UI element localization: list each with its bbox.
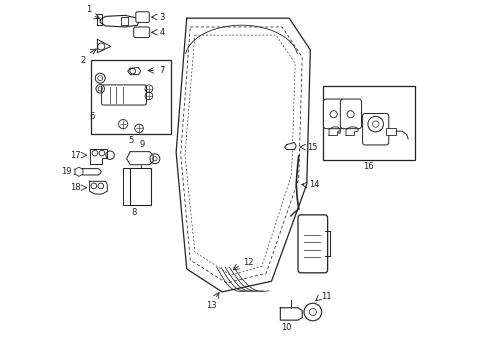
Bar	[122, 17, 128, 24]
Text: 18: 18	[70, 183, 81, 192]
Text: 1: 1	[86, 5, 92, 14]
Text: 15: 15	[307, 143, 318, 152]
Text: 13: 13	[206, 301, 217, 310]
Polygon shape	[280, 308, 302, 320]
Polygon shape	[127, 152, 153, 165]
FancyBboxPatch shape	[323, 99, 344, 129]
Polygon shape	[98, 39, 111, 53]
FancyBboxPatch shape	[363, 113, 389, 145]
Text: 9: 9	[140, 140, 145, 149]
Text: 16: 16	[363, 162, 374, 171]
Polygon shape	[82, 168, 101, 175]
Text: 5: 5	[129, 136, 134, 145]
Text: 11: 11	[321, 292, 332, 301]
Text: 2: 2	[81, 56, 86, 65]
Text: 14: 14	[309, 180, 320, 189]
Bar	[91, 60, 171, 134]
Polygon shape	[329, 127, 341, 135]
Polygon shape	[285, 143, 296, 149]
Text: 17: 17	[70, 151, 81, 160]
Text: 19: 19	[61, 167, 72, 176]
FancyBboxPatch shape	[134, 27, 149, 37]
FancyBboxPatch shape	[341, 99, 362, 129]
Text: 8: 8	[131, 208, 137, 217]
Bar	[323, 86, 415, 160]
Text: 12: 12	[243, 258, 254, 267]
Bar	[386, 128, 396, 135]
Polygon shape	[90, 181, 107, 194]
Bar	[130, 168, 151, 205]
Polygon shape	[128, 68, 141, 75]
Text: 3: 3	[160, 13, 165, 22]
Text: 6: 6	[90, 112, 95, 121]
Text: 10: 10	[281, 323, 292, 332]
Text: 4: 4	[160, 28, 165, 37]
Text: 7: 7	[160, 66, 165, 75]
Polygon shape	[90, 149, 107, 164]
Polygon shape	[346, 127, 358, 135]
FancyBboxPatch shape	[136, 12, 149, 22]
FancyBboxPatch shape	[298, 215, 328, 273]
FancyBboxPatch shape	[101, 85, 147, 105]
Polygon shape	[100, 15, 139, 27]
